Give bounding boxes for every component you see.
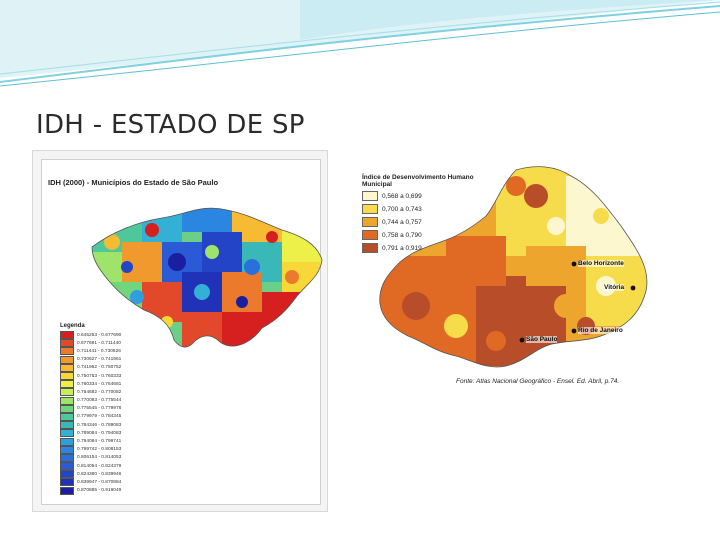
legend-item: 0.824380 - 0.839946 xyxy=(60,470,180,479)
legend2-swatch xyxy=(362,217,378,227)
legend-item: 0.839947 - 0.870884 xyxy=(60,478,180,487)
legend-label: 0.870885 - 0.919049 xyxy=(77,488,122,494)
legend-label: 0.789084 - 0.794083 xyxy=(77,430,122,436)
legend-swatch xyxy=(60,478,74,487)
sp-map-legend: Legenda 0.645263 - 0.677690 0.677691 - 0.… xyxy=(60,323,180,495)
legend-label: 0.770083 - 0.775544 xyxy=(77,398,122,404)
legend-item: 0.794084 - 0.799741 xyxy=(60,437,180,446)
legend-item: 0.870885 - 0.919049 xyxy=(60,486,180,495)
legend-swatch xyxy=(60,421,74,430)
map-source-caption: Fonte: Atlas Nacional Geográfico - Ensel… xyxy=(456,378,620,385)
legend-swatch xyxy=(60,372,74,381)
legend2-label: 0,758 a 0,790 xyxy=(382,231,422,239)
legend-item: 0.760334 - 0.764681 xyxy=(60,380,180,389)
legend-title: Legenda xyxy=(60,323,85,329)
sp-map-title: IDH (2000) - Municípios do Estado de São… xyxy=(48,178,219,187)
legend2-swatch xyxy=(362,243,378,253)
header-wave-decoration xyxy=(0,0,720,87)
legend-swatch xyxy=(60,429,74,438)
rio-marker xyxy=(571,328,577,334)
legend-label: 0.814054 - 0.824379 xyxy=(77,463,122,469)
slide-title: IDH - ESTADO DE SP xyxy=(36,110,305,140)
legend-item: 0.730627 - 0.741961 xyxy=(60,355,180,364)
legend-label: 0.750753 - 0.760333 xyxy=(77,373,122,379)
southeast-map-legend: Índice de Desenvolvimento Humano Municip… xyxy=(362,174,482,253)
legend2-item: 0,700 a 0,743 xyxy=(362,204,482,214)
city-label-rio-de-janeiro: Rio de Janeiro xyxy=(578,327,623,334)
city-label-sao-paulo: São Paulo xyxy=(526,336,558,343)
legend-swatch xyxy=(60,339,74,348)
legend-swatch xyxy=(60,363,74,372)
legend2-item: 0,791 a 0,919 xyxy=(362,243,482,253)
belo-horizonte-marker xyxy=(571,261,577,267)
legend-label: 0.806154 - 0.814053 xyxy=(77,455,122,461)
legend2-item: 0,568 a 0,699 xyxy=(362,191,482,201)
legend2-label: 0,700 a 0,743 xyxy=(382,205,422,213)
legend-swatch xyxy=(60,388,74,397)
legend2-label: 0,791 a 0,919 xyxy=(382,244,422,252)
legend-label: 0.799742 - 0.806153 xyxy=(77,447,122,453)
legend-item: 0.741962 - 0.750752 xyxy=(60,363,180,372)
legend-swatch xyxy=(60,396,74,405)
legend-label: 0.741962 - 0.750752 xyxy=(77,365,122,371)
legend-item: 0.764682 - 0.770082 xyxy=(60,388,180,397)
legend-swatch xyxy=(60,380,74,389)
legend-swatch xyxy=(60,445,74,454)
city-label-belo-horizonte: Belo Horizonte xyxy=(578,260,624,267)
legend-swatch xyxy=(60,486,74,495)
legend-item: 0.770083 - 0.775544 xyxy=(60,396,180,405)
legend-label: 0.764682 - 0.770082 xyxy=(77,389,122,395)
legend-swatch xyxy=(60,437,74,446)
legend-label: 0.824380 - 0.839946 xyxy=(77,471,122,477)
sp-idh-map-panel: IDH (2000) - Municípios do Estado de São… xyxy=(32,150,328,512)
legend-swatch xyxy=(60,355,74,364)
legend-swatch xyxy=(60,331,74,340)
legend-item: 0.814054 - 0.824379 xyxy=(60,462,180,471)
legend-item: 0.799742 - 0.806153 xyxy=(60,445,180,454)
legend2-label: 0,568 a 0,699 xyxy=(382,192,422,200)
legend-swatch xyxy=(60,347,74,356)
legend2-label: 0,744 a 0,757 xyxy=(382,218,422,226)
legend2-swatch xyxy=(362,204,378,214)
legend-item: 0.806154 - 0.814053 xyxy=(60,453,180,462)
legend-label: 0.775545 - 0.779978 xyxy=(77,406,122,412)
sp-state-map xyxy=(91,207,323,348)
legend2-swatch xyxy=(362,191,378,201)
legend-label: 0.760334 - 0.764681 xyxy=(77,381,122,387)
legend2-item: 0,744 a 0,757 xyxy=(362,217,482,227)
legend-item: 0.789084 - 0.794083 xyxy=(60,429,180,438)
legend2-swatch xyxy=(362,230,378,240)
legend-swatch xyxy=(60,453,74,462)
sp-idh-map-frame: IDH (2000) - Municípios do Estado de São… xyxy=(41,159,323,505)
sao-paulo-marker xyxy=(519,337,525,343)
legend-label: 0.645263 - 0.677690 xyxy=(77,332,122,338)
legend-label: 0.730627 - 0.741961 xyxy=(77,357,122,363)
vitoria-marker xyxy=(630,285,636,291)
legend-item: 0.677691 - 0.711440 xyxy=(60,339,180,348)
legend-label: 0.839947 - 0.870884 xyxy=(77,479,122,485)
legend-label: 0.784346 - 0.789083 xyxy=(77,422,122,428)
city-label-vitoria: Vitória xyxy=(604,284,625,291)
legend-item: 0.775545 - 0.779978 xyxy=(60,404,180,413)
legend-item: 0.779979 - 0.784345 xyxy=(60,412,180,421)
legend-label: 0.711441 - 0.730626 xyxy=(77,348,121,354)
legend-item: 0.750753 - 0.760333 xyxy=(60,372,180,381)
legend2-title: Índice de Desenvolvimento Humano Municip… xyxy=(362,174,474,188)
legend-swatch xyxy=(60,404,74,413)
legend-item: 0.645263 - 0.677690 xyxy=(60,331,180,340)
legend-item: 0.784346 - 0.789083 xyxy=(60,421,180,430)
legend2-item: 0,758 a 0,790 xyxy=(362,230,482,240)
legend-item: 0.711441 - 0.730626 xyxy=(60,347,180,356)
legend-label: 0.677691 - 0.711440 xyxy=(77,340,121,346)
legend-swatch xyxy=(60,462,74,471)
southeast-idh-map-panel: Índice de Desenvolvimento Humano Municip… xyxy=(356,156,656,392)
legend-label: 0.794084 - 0.799741 xyxy=(77,439,122,445)
legend-label: 0.779979 - 0.784345 xyxy=(77,414,122,420)
legend-swatch xyxy=(60,470,74,479)
legend-swatch xyxy=(60,412,74,421)
